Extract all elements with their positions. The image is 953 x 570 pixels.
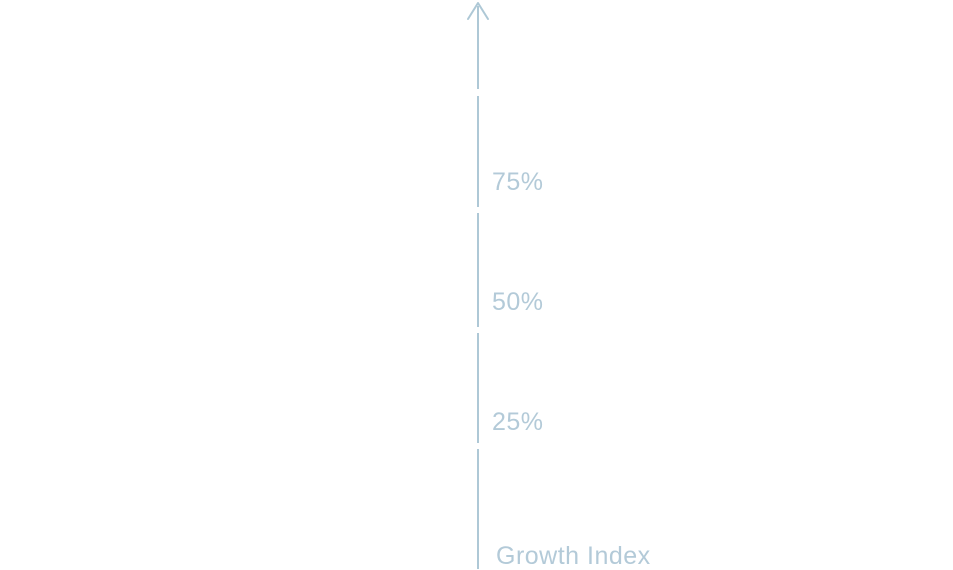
axis-arrow-up-icon (467, 2, 489, 20)
y-axis (467, 2, 489, 569)
y-tick-label-75: 75% (492, 168, 544, 196)
y-tick-label-25: 25% (492, 408, 544, 436)
y-axis-label: Growth Index (496, 542, 651, 570)
y-tick-label-50: 50% (492, 288, 544, 316)
